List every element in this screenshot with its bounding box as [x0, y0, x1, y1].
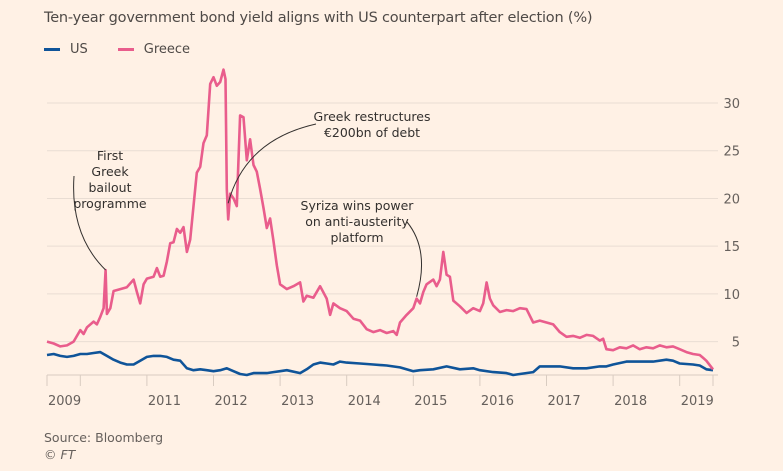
legend-label-greece: Greece	[143, 42, 191, 57]
annotation-leader-syriza	[406, 221, 423, 297]
legend-item-greece: Greece	[117, 42, 191, 57]
annotation-text-first-bailout: Greek	[91, 164, 129, 179]
x-tick-label-2017: 2017	[548, 394, 581, 409]
annotation-text-syriza: Syriza wins power	[301, 198, 415, 213]
y-tick-label-5: 5	[732, 336, 740, 351]
x-tick-label-2013: 2013	[281, 394, 314, 409]
legend-label-us: US	[70, 42, 88, 57]
annotation-text-restructure: €200bn of debt	[324, 125, 420, 140]
annotation-text-first-bailout: programme	[73, 196, 147, 211]
y-tick-label-30: 30	[723, 97, 740, 112]
annotation-text-syriza: platform	[330, 230, 383, 245]
annotation-text-syriza: on anti-austerity	[305, 214, 409, 229]
chart-title: Ten-year government bond yield aligns wi…	[44, 10, 593, 26]
x-tick-label-2009: 2009	[48, 394, 81, 409]
legend-swatch-greece	[117, 48, 134, 51]
legend-swatch-us	[44, 48, 60, 51]
legend: US Greece	[44, 42, 190, 57]
x-tick-label-2016: 2016	[481, 394, 514, 409]
x-tick-label-2012: 2012	[215, 394, 248, 409]
annotation-text-restructure: Greek restructures	[314, 109, 431, 124]
series-line-greece	[46, 68, 715, 371]
y-tick-label-15: 15	[723, 240, 740, 255]
y-tick-label-20: 20	[723, 192, 740, 207]
y-tick-label-10: 10	[723, 288, 740, 303]
annotation-leader-restructure	[227, 123, 317, 204]
annotation-leader-first-bailout	[73, 175, 106, 271]
source-note: Source: Bloomberg	[44, 430, 164, 445]
legend-item-us: US	[44, 42, 88, 57]
x-tick-label-2018: 2018	[614, 394, 647, 409]
annotation-text-first-bailout: bailout	[88, 180, 131, 195]
series-line-us	[46, 350, 714, 377]
x-tick-label-2019: 2019	[681, 394, 714, 409]
annotation-text-first-bailout: First	[97, 148, 123, 163]
x-tick-label-2015: 2015	[414, 394, 447, 409]
x-tick-label-2014: 2014	[348, 394, 381, 409]
x-tick-label-2011: 2011	[148, 394, 181, 409]
y-tick-label-25: 25	[723, 145, 740, 160]
copyright-note: © FT	[44, 447, 76, 462]
